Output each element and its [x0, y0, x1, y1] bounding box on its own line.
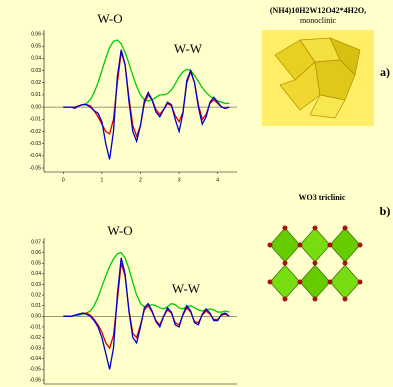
x-tick-label: 4 — [216, 177, 219, 183]
y-tick-label: -0.01 — [30, 324, 42, 330]
y-tick-label: 0.07 — [31, 239, 41, 245]
y-tick-label: 0.00 — [31, 104, 41, 110]
y-tick-label: -0.04 — [30, 153, 42, 159]
x-tick-label: 3 — [178, 177, 181, 183]
y-tick-label: 0.04 — [31, 56, 41, 62]
y-tick-label: -0.02 — [30, 129, 42, 135]
y-tick-label: 0.00 — [31, 314, 41, 320]
y-tick-label: 0.03 — [31, 282, 41, 288]
y-tick-label: 0.05 — [31, 261, 41, 267]
structure-formula: (NH4)10H2W12O42*4H2O, — [270, 6, 366, 15]
y-tick-label: 0.06 — [31, 31, 41, 37]
x-tick-label: 0 — [62, 177, 65, 183]
x-tick-label: 1 — [101, 177, 104, 183]
structure-phase: monoclinic — [300, 16, 336, 25]
panel-tag: a) — [380, 65, 390, 79]
structure-image-a — [262, 30, 374, 126]
y-tick-label: 0.01 — [31, 303, 41, 309]
y-tick-label: -0.03 — [30, 141, 42, 147]
y-tick-label: -0.06 — [30, 377, 42, 383]
structure-formula: WO3 triclinic — [299, 193, 346, 202]
y-tick-label: 0.02 — [31, 80, 41, 86]
y-tick-label: 0.05 — [31, 44, 41, 50]
y-tick-label: -0.04 — [30, 356, 42, 362]
y-tick-label: 0.06 — [31, 250, 41, 256]
y-tick-label: -0.02 — [30, 335, 42, 341]
y-tick-label: -0.03 — [30, 345, 42, 351]
annotation: W-O — [97, 11, 122, 26]
y-tick-label: 0.01 — [31, 92, 41, 98]
panel-tag: b) — [380, 204, 391, 218]
annotation: W-W — [174, 41, 203, 56]
x-tick-label: 2 — [139, 177, 142, 183]
annotation: W-O — [107, 223, 132, 238]
y-tick-label: -0.05 — [30, 367, 42, 373]
y-tick-label: -0.05 — [30, 165, 42, 171]
y-tick-label: 0.04 — [31, 271, 41, 277]
y-tick-label: 0.03 — [31, 68, 41, 74]
annotation: W-W — [172, 281, 201, 296]
y-tick-label: -0.01 — [30, 117, 42, 123]
figure: (NH4)10H2W12O42*4H2O, monoclinic a) WO3 … — [0, 0, 393, 387]
y-tick-label: 0.02 — [31, 292, 41, 298]
